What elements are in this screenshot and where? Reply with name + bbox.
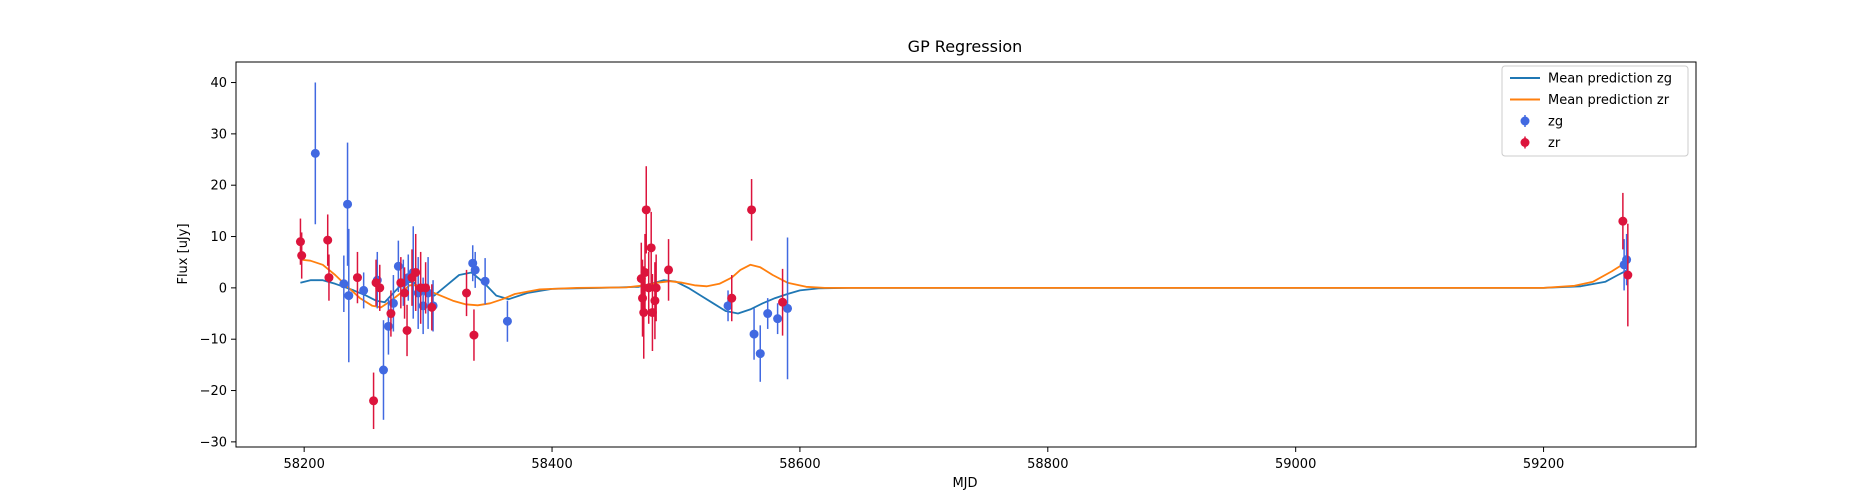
plot-area (235, 61, 1697, 448)
y-tick-label: 30 (210, 127, 227, 142)
data-point-zr (427, 302, 437, 312)
y-tick-label: 20 (210, 179, 227, 194)
data-point-zr (323, 235, 333, 245)
data-point-zr (297, 251, 307, 261)
data-point-zr (402, 325, 412, 335)
data-point-zr (651, 283, 661, 293)
data-point-zr (421, 283, 431, 293)
data-point-zg (359, 285, 369, 295)
data-point-zr (639, 308, 649, 318)
data-point-zr (462, 288, 472, 298)
chart-title: GP Regression (908, 37, 1023, 56)
legend-items: Mean prediction zg Mean prediction zr zg zr (1510, 72, 1672, 151)
legend-label: zr (1548, 136, 1561, 151)
data-point-zg (480, 276, 490, 286)
data-point-zr (1623, 270, 1633, 280)
data-point-zg (343, 199, 353, 209)
data-point-zr (640, 267, 650, 277)
data-point-zr (1618, 216, 1628, 226)
legend-swatch-marker (1520, 138, 1530, 147)
y-axis-label: Flux [uJy] (176, 223, 191, 284)
errorbar-points (295, 82, 1633, 430)
data-point-zr (650, 296, 660, 306)
y-axis-ticks: −30 −20 −10 0 10 20 30 40 (200, 76, 236, 450)
x-tick-label: 58600 (779, 457, 820, 472)
data-point-zg (310, 148, 320, 158)
data-point-zr (727, 293, 737, 303)
legend-label: Mean prediction zr (1548, 93, 1670, 108)
legend-frame (1501, 65, 1689, 157)
plot-background (236, 62, 1696, 447)
x-axis-label: MJD (952, 476, 977, 491)
x-tick-label: 58200 (283, 457, 324, 472)
data-point-zr (644, 283, 654, 293)
legend-label: Mean prediction zg (1548, 72, 1672, 87)
legend: Mean prediction zg Mean prediction zr zg zr (1501, 65, 1689, 157)
data-point-zr (664, 265, 674, 275)
data-point-zr (469, 330, 479, 340)
data-point-zg (502, 316, 512, 326)
x-tick-label: 59200 (1523, 457, 1564, 472)
data-point-zg (723, 301, 733, 311)
plot-frame (235, 61, 1697, 448)
x-tick-label: 58800 (1027, 457, 1068, 472)
data-point-zr (646, 243, 656, 253)
data-point-zg (755, 349, 765, 359)
legend-label: zg (1548, 115, 1563, 130)
data-point-zg (773, 314, 783, 324)
y-tick-label: −10 (200, 333, 227, 348)
data-point-zr (411, 267, 421, 277)
y-tick-label: 10 (210, 230, 227, 245)
data-point-zr (396, 278, 406, 288)
data-point-zr (641, 205, 651, 215)
data-point-zg (1622, 255, 1632, 265)
data-point-zr (747, 205, 757, 215)
data-point-zr (369, 396, 379, 406)
data-point-zr (324, 273, 334, 283)
data-point-zr (778, 297, 788, 307)
data-point-zr (352, 273, 362, 283)
data-point-zg (783, 303, 793, 313)
legend-swatch-marker (1520, 116, 1530, 126)
data-point-zg (339, 279, 349, 289)
x-axis-ticks: 58200 58400 58600 58800 59000 59200 (283, 447, 1564, 472)
data-point-zr (400, 288, 410, 298)
data-point-zr (295, 237, 305, 247)
data-point-zg (378, 365, 388, 375)
x-tick-label: 59000 (1275, 457, 1316, 472)
data-point-zg (470, 265, 480, 275)
data-point-zg (344, 291, 354, 301)
data-point-zg (749, 329, 759, 339)
data-point-zg (763, 309, 773, 319)
x-tick-label: 58400 (531, 457, 572, 472)
data-point-zr (386, 309, 396, 319)
y-tick-label: −20 (200, 384, 227, 399)
y-tick-label: 40 (210, 76, 227, 91)
y-tick-label: −30 (200, 435, 227, 450)
y-tick-label: 0 (219, 281, 227, 296)
data-point-zr (375, 283, 385, 293)
